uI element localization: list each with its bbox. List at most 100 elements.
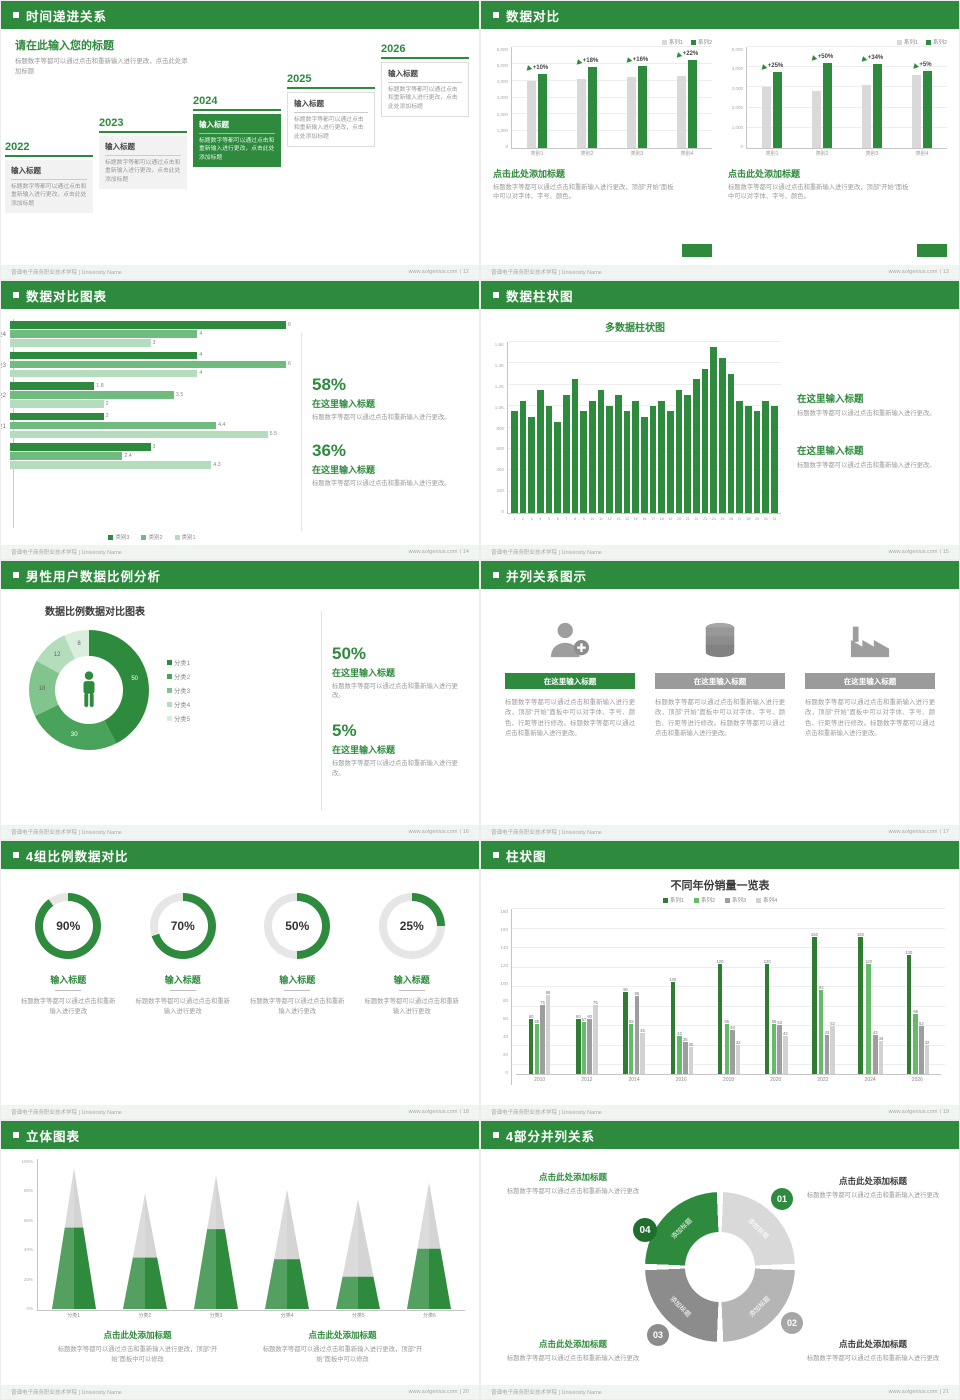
s15-col: 22	[693, 342, 700, 521]
s15-col: 16	[641, 342, 648, 521]
s19-bar	[824, 1034, 830, 1074]
s14-bars: 1.8 3.5 2	[10, 382, 291, 408]
s12-card: 输入标题 标题数字等都可以通过点击和重新输入进行更改，点击此处添加标题	[193, 114, 281, 168]
s19-vlabel: 32	[924, 1039, 930, 1045]
s13-cat: 类别1	[765, 151, 779, 157]
block-body: 标题数字等都可以通过点击和重新输入进行更改。	[797, 409, 936, 417]
s19-bar	[581, 1021, 587, 1074]
s15-bar	[710, 347, 718, 513]
lg-sq	[725, 897, 730, 903]
s20-cone: 分类6	[407, 1168, 452, 1319]
slide-title: 数据对比	[506, 9, 561, 24]
slide-21-four-part-relationship[interactable]: 4部分并列关系 添加标题 添加标题 添加标题 添加标题 01 02 03 04 点击此…	[480, 1120, 960, 1400]
text-column: 在这里输入标题 标题数字等都可以通过点击和重新输入进行更改。 在这里输入标题 标…	[793, 317, 949, 545]
gline	[512, 79, 712, 81]
s13-bar	[677, 75, 686, 148]
s15-bar	[719, 358, 726, 513]
s13-bar	[638, 65, 647, 148]
slide-13-data-comparison[interactable]: 数据对比 系列1 系列2 6,000 5,000 4,000 3,000 2,000 1,0…	[480, 0, 960, 280]
s15-bar	[597, 390, 605, 513]
intro-title: 请在此输入您的标题	[15, 40, 114, 52]
gline	[508, 362, 781, 364]
slide-12-time-progression[interactable]: 时间递进关系 请在此输入您的标题 标题数字等都可以通过点击和重新输入进行更改，点…	[0, 0, 480, 280]
s13-bar	[812, 91, 821, 148]
s13-pct: +5%	[912, 62, 931, 68]
gline	[512, 96, 712, 98]
s19-bar	[730, 1030, 735, 1074]
slide-16-male-ratio-analysis[interactable]: 男性用户数据比例分析 数据比例数据对比图表	[0, 560, 480, 840]
s14-line: 1.8	[10, 382, 291, 390]
s13-bar	[577, 78, 586, 148]
s19-bar	[677, 1035, 682, 1074]
s14-row: 分类3 4 6 4	[1, 351, 291, 377]
s15-col: 7	[563, 342, 570, 521]
ratio-column: 25% 输入标题 标题数字等都可以通过点击和重新输入进行更改	[363, 893, 462, 1105]
lg-t: 系列1	[669, 898, 684, 904]
y-axis: 1.6K 1.4K 1.2K 1.0K 800 600 400 200 0	[489, 342, 507, 514]
s14-val: 2.4	[124, 452, 132, 459]
s15-x: 13	[616, 517, 621, 521]
yt: 1.4K	[494, 362, 504, 368]
ring-percentage: 25%	[399, 919, 424, 933]
s19-bwrap: 86	[546, 909, 550, 1074]
lg: 分类5	[167, 714, 190, 723]
factory-icon	[805, 617, 935, 663]
slide-17-parallel-relationship[interactable]: 并列关系图示 在这里输入标题 标题数字等都可以通过点击和重新输入进行更改，顶部“…	[480, 560, 960, 840]
gline	[508, 383, 781, 385]
slide-footer: 普谱电子商务职业技术学院 | University Name www.aotge…	[1, 825, 479, 839]
slide-14-comparison-chart[interactable]: 数据对比图表 分类4 6 4 3 分类3 4 6 4 分类2 1.8 3.5 2 分类1 2 4.4 5.5 3…	[0, 280, 480, 560]
slide-19-bar-chart[interactable]: 柱状图 不同年份销量一览表 系列1 系列2 系列3 系列4 180 160 140 120 1…	[480, 840, 960, 1120]
stat-body: 标题数字等都可以通过点击和重新输入进行更改。	[312, 414, 451, 422]
slide-title: 并列关系图示	[506, 569, 588, 584]
s15-x: 26	[729, 517, 734, 521]
donut-center	[55, 656, 123, 724]
yt: 2,000	[496, 111, 508, 117]
slide-15-column-chart[interactable]: 数据柱状图 多数据柱状图 1.6K 1.4K 1.2K 1.0K 800 600 400 20…	[480, 280, 960, 560]
s19-bwrap: 42	[677, 909, 682, 1074]
yt: 6,000	[496, 47, 508, 52]
progress-ring: 25%	[378, 893, 445, 959]
s15-x: 31	[772, 517, 777, 521]
s15-bar	[649, 406, 657, 513]
ring-title: 输入标题	[363, 973, 462, 991]
slide-18-four-ratio-comparison[interactable]: 4组比例数据对比 90% 输入标题 标题数字等都可以通过点击和重新输入进行更改 …	[0, 840, 480, 1120]
s14-bar	[10, 430, 268, 438]
slide-20-3d-chart[interactable]: 立体图表 100% 80% 60% 40% 20% 0% 分类1 分类2 分类3 分类4 分类5 分…	[0, 1120, 480, 1400]
s15-col: 17	[649, 342, 657, 521]
slide-footer: 普谱电子商务职业技术学院 | University Name www.aotge…	[481, 825, 959, 839]
ring-title: 输入标题	[19, 973, 118, 991]
ring-percentage: 90%	[56, 919, 81, 933]
s19-group: 150 120 43 36 2024	[846, 909, 894, 1085]
cone-chart: 100% 80% 60% 40% 20% 0% 分类1 分类2 分类3 分类4 分类5 分类6	[15, 1159, 465, 1319]
caption-title: 点击此处添加标题	[103, 1330, 172, 1340]
s15-col: 4	[537, 342, 544, 521]
header-bullet-icon	[13, 852, 19, 858]
s15-bar	[571, 379, 579, 513]
s13-pct: +22%	[676, 51, 699, 57]
s14-row: 分类1 2 4.4 5.5	[1, 412, 291, 438]
s12-col: 2024 输入标题 标题数字等都可以通过点击和重新输入进行更改，点击此处添加标题	[193, 95, 281, 168]
s19-bar	[906, 954, 912, 1074]
yt: 40%	[23, 1247, 33, 1253]
s19-vlabel: 48	[730, 1025, 735, 1030]
lg: 系列2	[690, 38, 712, 46]
ring-body: 标题数字等都可以通过点击和重新输入进行更改	[364, 998, 459, 1015]
ring-center: 25%	[386, 901, 437, 951]
lg-sq	[167, 715, 172, 721]
header-bullet-icon	[493, 1132, 499, 1138]
gline	[512, 46, 712, 47]
lg-sq	[167, 687, 172, 693]
s15-x: 1	[513, 517, 516, 521]
stat-title: 在这里输入标题	[312, 399, 376, 410]
s15-col: 5	[545, 342, 553, 521]
column-body: 标题数字等都可以通过点击和重新输入进行更改，顶部“开始”面板中可以对字体、字号、…	[805, 699, 935, 738]
s19-bwrap: 45	[640, 909, 645, 1074]
chart-legend: 系列1 系列2 系列3 系列4	[495, 896, 945, 904]
lg: 类别3	[108, 533, 129, 541]
s19-vlabel: 120	[864, 959, 872, 964]
s19-bar	[683, 1041, 688, 1074]
yt: 1.0K	[494, 404, 504, 410]
lg-sq	[693, 897, 699, 903]
chart-title: 数据比例数据对比图表	[45, 607, 145, 618]
s19-bar	[735, 1044, 741, 1074]
